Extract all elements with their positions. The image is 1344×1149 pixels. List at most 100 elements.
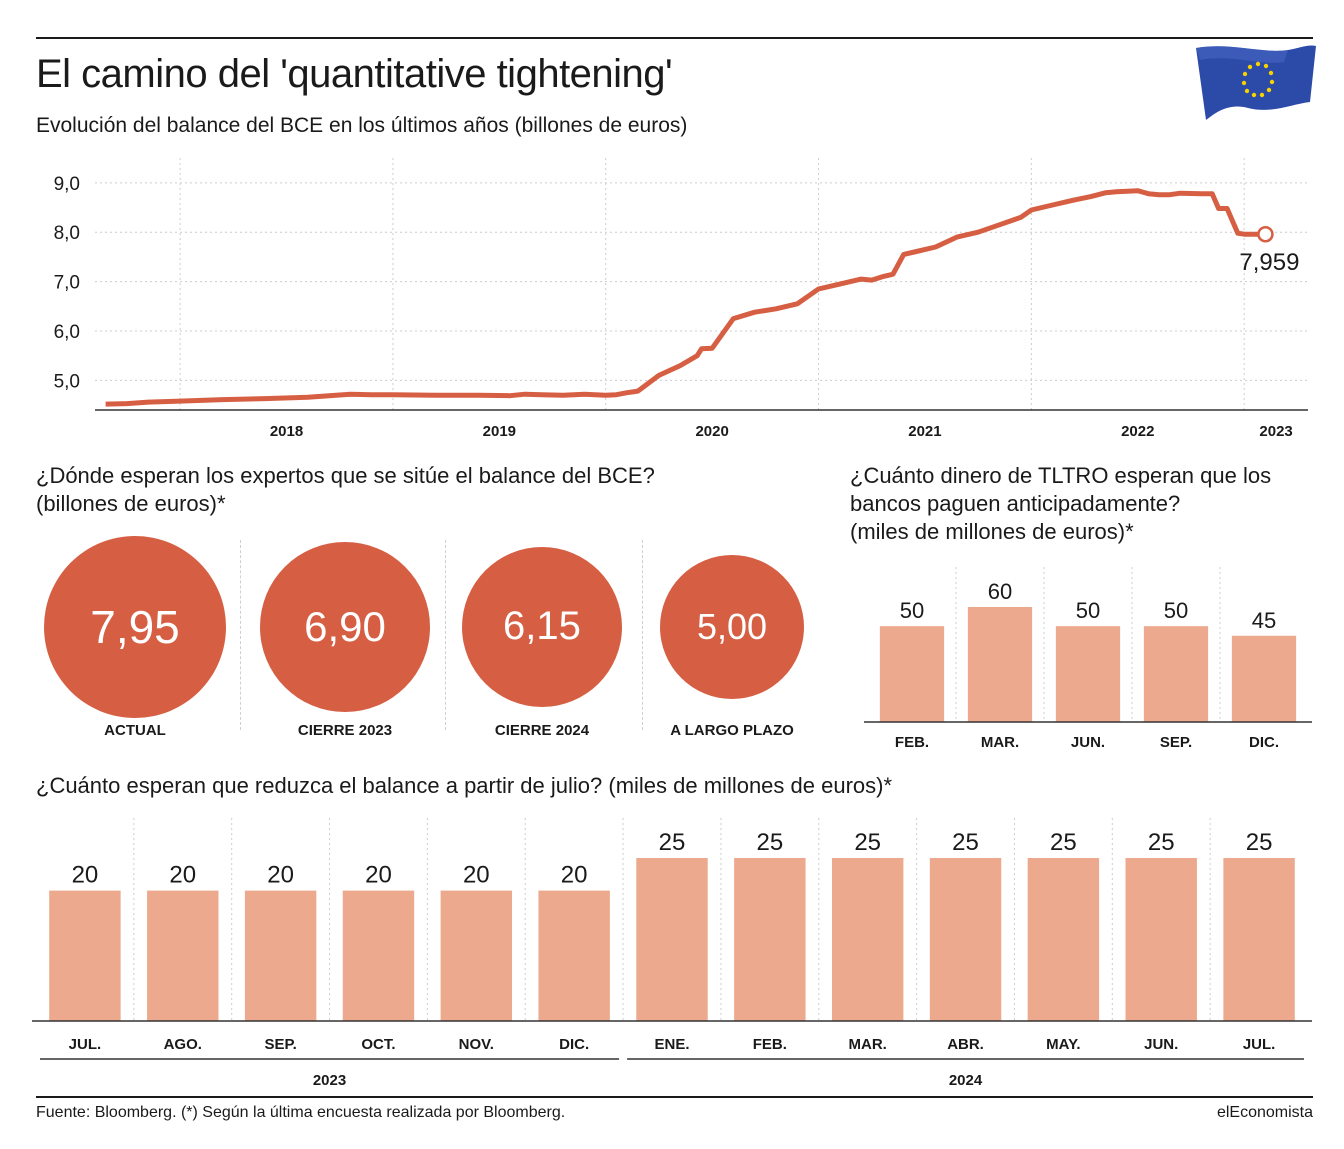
- bubble-value: 6,15: [503, 604, 581, 649]
- bar-value-label: 45: [1252, 608, 1276, 633]
- tltro-bar-chart: 50 FEB. 60 MAR. 50 JUN. 50 SEP. 45 DIC.: [864, 567, 1312, 751]
- footer-rule: [36, 1096, 1313, 1098]
- bubble-cierre-2023: 6,90: [260, 542, 430, 712]
- x-tick-label: 2019: [483, 423, 516, 440]
- bar-category-label: FEB.: [753, 1036, 787, 1053]
- bar-category-label: JUN.: [1071, 734, 1105, 751]
- page-title: El camino del 'quantitative tightening': [36, 52, 673, 96]
- bar: [440, 890, 513, 1021]
- last-value-marker: [1257, 225, 1274, 243]
- bar-value-label: 25: [659, 829, 686, 856]
- y-tick-label: 7,0: [54, 273, 80, 294]
- bar-category-label: SEP.: [1160, 734, 1192, 751]
- bar-value-label: 20: [561, 862, 588, 889]
- bar-category-label: JUL.: [1243, 1036, 1276, 1053]
- x-tick-label: 2018: [270, 423, 303, 440]
- bar-category-label: DIC.: [559, 1036, 589, 1053]
- bar-value-label: 25: [854, 829, 881, 856]
- bubble-question-title: ¿Dónde esperan los expertos que se sitúe…: [36, 463, 655, 488]
- bar: [1231, 635, 1297, 722]
- x-tick-label: 2021: [908, 423, 941, 440]
- y-tick-label: 6,0: [54, 322, 80, 343]
- bar: [1055, 626, 1121, 722]
- x-tick-label: 2020: [695, 423, 728, 440]
- bar: [1125, 858, 1197, 1021]
- bar-category-label: ENE.: [654, 1036, 689, 1053]
- balance-series-line: [105, 188, 1266, 407]
- bar: [1223, 858, 1295, 1021]
- bar: [147, 890, 219, 1021]
- bubble-question-subtitle: (billones de euros)*: [36, 491, 226, 516]
- y-tick-label: 9,0: [54, 174, 80, 195]
- bar-value-label: 20: [72, 862, 99, 889]
- bar-category-label: SEP.: [264, 1036, 296, 1053]
- last-value-label: 7,959: [1239, 249, 1299, 276]
- group-label: 2023: [313, 1072, 346, 1089]
- bar-category-label: MAY.: [1046, 1036, 1080, 1053]
- eu-flag-icon: [1196, 45, 1316, 121]
- bar-category-label: DIC.: [1249, 734, 1279, 751]
- bubble-cierre-2024: 6,15: [461, 546, 623, 708]
- bar-category-label: MAR.: [849, 1036, 887, 1053]
- bar-value-label: 25: [1050, 829, 1077, 856]
- bar-category-label: NOV.: [459, 1036, 494, 1053]
- bar-value-label: 50: [900, 598, 924, 623]
- bar-value-label: 25: [1246, 829, 1273, 856]
- bubble-actual: 7,95: [44, 536, 226, 718]
- bubble-separator: [240, 540, 241, 730]
- y-tick-label: 5,0: [54, 371, 80, 392]
- tltro-question: ¿Cuánto dinero de TLTRO esperan que los …: [850, 462, 1320, 546]
- bar: [831, 858, 904, 1021]
- bubble-category-label: CIERRE 2024: [494, 722, 590, 739]
- balance-line-chart: 5,0 6,0 7,0 8,0 9,0 2018 2019 2020 2021 2022 2023 7…: [54, 158, 1308, 440]
- tltro-question-title: ¿Cuánto dinero de TLTRO esperan que los …: [850, 463, 1272, 516]
- bar-category-label: AGO.: [164, 1036, 202, 1053]
- top-rule: [36, 37, 1313, 39]
- reduction-bar-chart: 20 JUL. 20 AGO. 20 SEP. 20 OCT. 20 NOV. 20 DIC. 25 EN…: [32, 818, 1312, 1089]
- group-label: 2024: [949, 1072, 983, 1089]
- bar-value-label: 50: [1164, 598, 1188, 623]
- bar-value-label: 25: [756, 829, 783, 856]
- bar: [244, 890, 317, 1021]
- reduction-question: ¿Cuánto esperan que reduzca el balance a…: [36, 773, 893, 798]
- bar-value-label: 20: [169, 862, 196, 889]
- bubble-value: 5,00: [696, 605, 768, 647]
- bar-category-label: JUL.: [69, 1036, 102, 1053]
- bar-category-label: OCT.: [361, 1036, 395, 1053]
- bar-category-label: FEB.: [895, 734, 929, 751]
- bubble-a-largo-plazo: 5,00: [659, 554, 805, 700]
- tltro-question-subtitle: (miles de millones de euros)*: [850, 519, 1134, 544]
- x-tick-label: 2023: [1259, 423, 1292, 440]
- bar-category-label: ABR.: [947, 1036, 984, 1053]
- bar: [1027, 858, 1100, 1021]
- x-tick-label: 2022: [1121, 423, 1154, 440]
- bar: [879, 626, 945, 722]
- bar-value-label: 25: [1148, 829, 1175, 856]
- bar-value-label: 20: [463, 862, 490, 889]
- bubble-category-label: ACTUAL: [104, 722, 166, 739]
- bar-value-label: 25: [952, 829, 979, 856]
- bubble-question: ¿Dónde esperan los expertos que se sitúe…: [36, 462, 736, 518]
- brand-credit: elEconomista: [1216, 1104, 1313, 1121]
- bar: [538, 890, 610, 1021]
- bar-value-label: 50: [1076, 598, 1100, 623]
- bar: [734, 858, 806, 1021]
- bar: [636, 858, 708, 1021]
- bar: [49, 890, 121, 1021]
- bar: [342, 890, 415, 1021]
- bubble-category-label: CIERRE 2023: [297, 722, 393, 739]
- bar-value-label: 20: [365, 862, 392, 889]
- source-note: Fuente: Bloomberg. (*) Según la última e…: [36, 1104, 566, 1121]
- bar: [929, 858, 1002, 1021]
- bar: [967, 607, 1033, 722]
- page-subtitle: Evolución del balance del BCE en los últ…: [36, 114, 688, 137]
- bubble-value: 6,90: [304, 602, 386, 650]
- y-tick-label: 8,0: [54, 223, 80, 244]
- bar-category-label: MAR.: [981, 734, 1019, 751]
- bar-value-label: 60: [988, 579, 1012, 604]
- bar-category-label: JUN.: [1144, 1036, 1178, 1053]
- bubble-value: 7,95: [90, 601, 180, 653]
- bar: [1143, 626, 1209, 722]
- bubble-separator: [642, 540, 643, 730]
- bubble-separator: [445, 540, 446, 730]
